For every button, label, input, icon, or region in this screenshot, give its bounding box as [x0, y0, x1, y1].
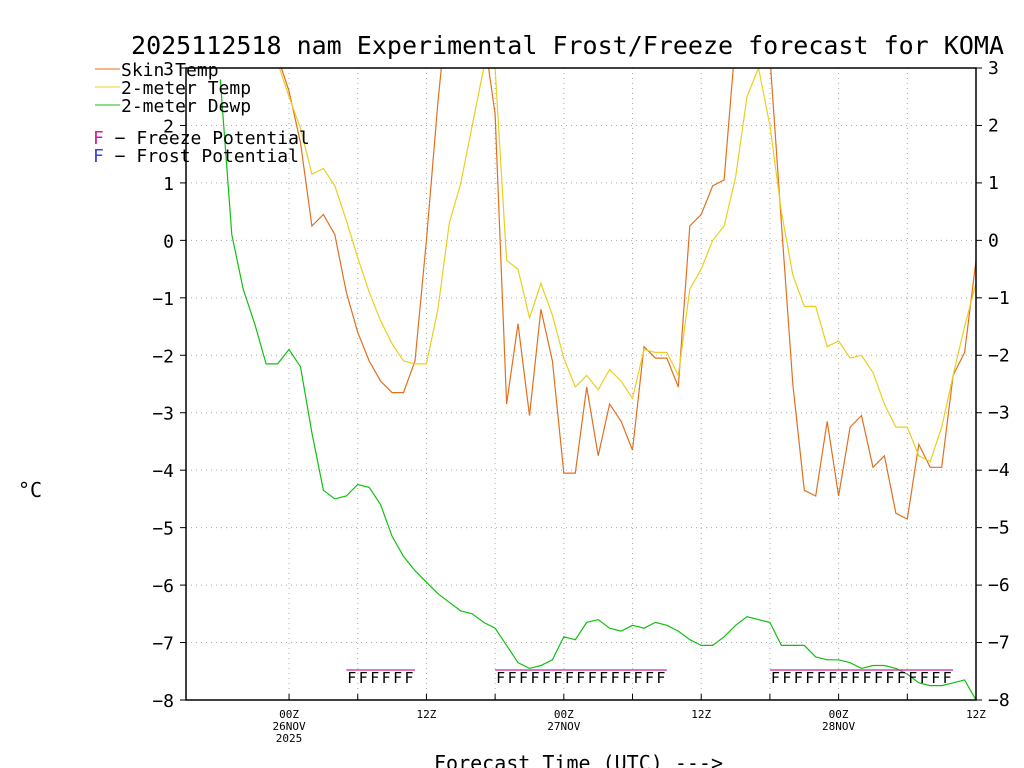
- legend: Skin Temp 2-meter Temp 2-meter Dewp F − …: [93, 60, 310, 167]
- freeze-marker: F: [931, 669, 940, 687]
- freeze-potential-text: − Freeze Potential: [104, 128, 310, 149]
- y-tick-label-left: −5: [152, 519, 174, 540]
- y-tick-label-left: −7: [152, 634, 174, 655]
- freeze-marker: F: [863, 669, 872, 687]
- freeze-marker: F: [347, 669, 356, 687]
- legend-freeze-potential: F − Freeze Potential: [93, 128, 310, 149]
- x-tick-label: 12Z: [691, 708, 711, 721]
- legend-label-skin-temp: Skin Temp: [121, 60, 219, 81]
- y-tick-label-left: −8: [152, 691, 174, 712]
- y-tick-label-left: 2: [163, 116, 174, 137]
- freeze-marker: F: [508, 669, 517, 687]
- freeze-marker: F: [634, 669, 643, 687]
- x-tick-label: 27NOV: [547, 720, 580, 733]
- x-tick-label: 12Z: [966, 708, 986, 721]
- freeze-marker: F: [908, 669, 917, 687]
- grid-lines: [186, 68, 976, 700]
- y-tick-label-left: −2: [152, 346, 174, 367]
- freeze-marker: F: [817, 669, 826, 687]
- x-tick-label: 28NOV: [822, 720, 855, 733]
- chart-title: 2025112518 nam Experimental Frost/Freeze…: [131, 31, 1004, 60]
- freeze-marker: F: [645, 669, 654, 687]
- series-line-2-meter-temp: [278, 68, 976, 463]
- freeze-marker: F: [885, 669, 894, 687]
- x-tick-label: 00Z: [829, 708, 849, 721]
- y-tick-label-left: −3: [152, 404, 174, 425]
- y-tick-label-right: −2: [988, 345, 1010, 366]
- freeze-marker-glyph: F: [93, 128, 104, 149]
- y-tick-label-right: 1: [988, 173, 999, 194]
- y-tick-label-right: −7: [988, 633, 1010, 654]
- freeze-marker: F: [840, 669, 849, 687]
- freeze-marker: F: [771, 669, 780, 687]
- series-line-skin-temp: [280, 68, 976, 520]
- y-tick-label-left: 0: [163, 231, 174, 252]
- freeze-marker: F: [874, 669, 883, 687]
- freeze-marker: F: [897, 669, 906, 687]
- y-tick-label-left: −4: [152, 461, 174, 482]
- y-tick-label-right: −1: [988, 288, 1010, 309]
- y-tick-label-right: −4: [988, 460, 1010, 481]
- freeze-marker: F: [553, 669, 562, 687]
- y-tick-label-right: −3: [988, 403, 1010, 424]
- y-tick-label-left: 3: [163, 59, 174, 80]
- y-tick-label-right: 0: [988, 230, 999, 251]
- freeze-marker: F: [611, 669, 620, 687]
- x-tick-label: 00Z: [279, 708, 299, 721]
- x-tick-label: 00Z: [554, 708, 574, 721]
- freeze-marker: F: [393, 669, 402, 687]
- plot-frame: [185, 67, 977, 701]
- y-tick-label-right: −5: [988, 518, 1010, 539]
- freeze-marker: F: [496, 669, 505, 687]
- series-lines: [219, 68, 976, 700]
- freeze-markers: FFFFFFFFFFFFFFFFFFFFFFFFFFFFFFFFFFFFFFFF…: [346, 669, 954, 687]
- freeze-marker: F: [530, 669, 539, 687]
- freeze-marker: F: [656, 669, 665, 687]
- y-tick-label-left: 1: [163, 174, 174, 195]
- freeze-marker: F: [565, 669, 574, 687]
- freeze-marker: F: [782, 669, 791, 687]
- freeze-marker: F: [576, 669, 585, 687]
- freeze-marker: F: [588, 669, 597, 687]
- frost-potential-text: − Frost Potential: [104, 146, 299, 167]
- x-tick-label: 2025: [276, 732, 303, 745]
- freeze-marker: F: [405, 669, 414, 687]
- legend-label-2m-dewp: 2-meter Dewp: [121, 96, 251, 117]
- freeze-marker: F: [599, 669, 608, 687]
- x-tick-label: 26NOV: [272, 720, 305, 733]
- freeze-marker: F: [805, 669, 814, 687]
- legend-label-2m-temp: 2-meter Temp: [121, 78, 251, 99]
- freeze-marker: F: [519, 669, 528, 687]
- y-tick-label-left: −1: [152, 289, 174, 310]
- freeze-marker: F: [851, 669, 860, 687]
- x-axis-label: Forecast Time (UTC) --->: [434, 751, 723, 768]
- freeze-marker: F: [359, 669, 368, 687]
- freeze-marker: F: [920, 669, 929, 687]
- freeze-marker: F: [828, 669, 837, 687]
- y-axis-ticks: 3 3 2 2 1 1 0 0 −1 −1 −2 −2 −3 −3 −4 −4 −5 −5 −6 −6 −7 −7 −8 −8: [152, 58, 1009, 712]
- series-line-2-meter-dewp: [219, 79, 976, 700]
- freeze-marker: F: [382, 669, 391, 687]
- y-tick-label-left: −6: [152, 576, 174, 597]
- freeze-marker: F: [622, 669, 631, 687]
- freeze-marker: F: [794, 669, 803, 687]
- y-tick-label-right: −6: [988, 575, 1010, 596]
- legend-frost-potential: F − Frost Potential: [93, 146, 299, 167]
- y-tick-label-right: −8: [988, 690, 1010, 711]
- y-tick-label-right: 2: [988, 115, 999, 136]
- x-tick-label: 12Z: [416, 708, 436, 721]
- freeze-marker: F: [943, 669, 952, 687]
- freeze-marker: F: [542, 669, 551, 687]
- y-axis-label: °C: [18, 478, 42, 502]
- y-tick-label-right: 3: [988, 58, 999, 79]
- frost-marker-glyph: F: [93, 146, 104, 167]
- freeze-marker: F: [370, 669, 379, 687]
